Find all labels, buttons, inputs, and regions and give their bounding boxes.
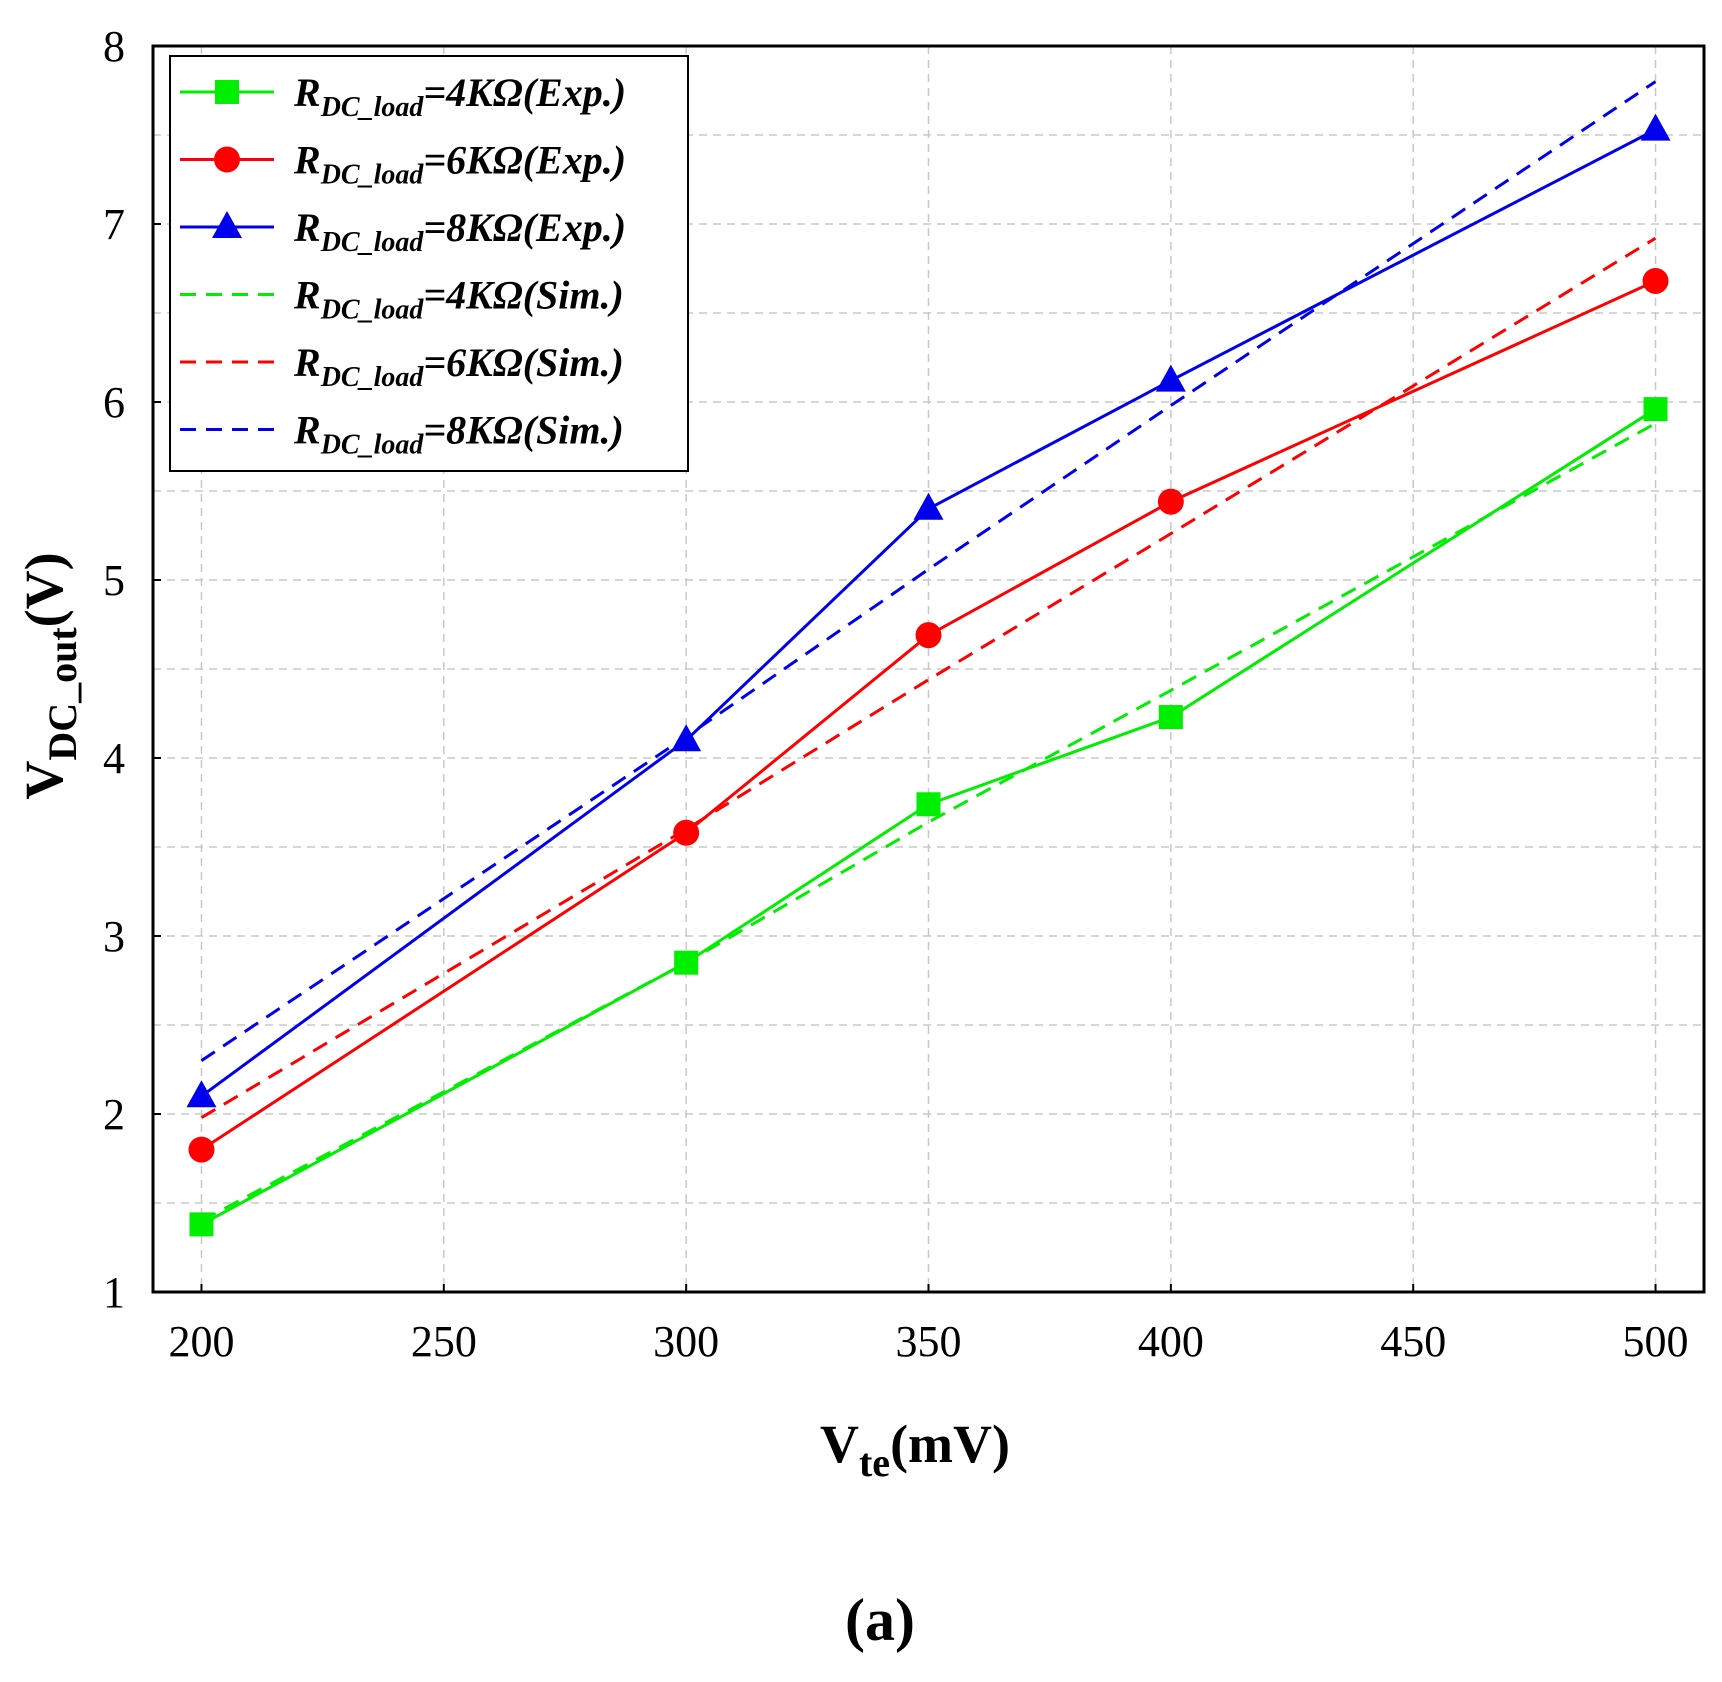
y-tick-label: 4: [103, 734, 125, 783]
legend-item: RDC_load=6KΩ(Exp.): [180, 138, 626, 191]
legend-label: RDC_load=8KΩ(Exp.): [293, 205, 626, 258]
series-2: [188, 267, 1669, 1163]
y-axis-title-sub: DC_out: [40, 627, 85, 761]
legend-item: RDC_load=4KΩ(Sim.): [180, 273, 624, 326]
y-axis-title-unit: (V): [14, 552, 74, 627]
x-axis-title-main: V: [820, 1414, 859, 1474]
legend-label: RDC_load=6KΩ(Sim.): [293, 340, 624, 393]
data-point: [1158, 705, 1183, 730]
data-point: [1157, 488, 1184, 515]
series-line: [200, 236, 1657, 1119]
plot-series: [186, 80, 1671, 1237]
x-axis-title-unit: (mV): [890, 1414, 1010, 1474]
legend-label: RDC_load=6KΩ(Exp.): [293, 138, 626, 191]
legend-label: RDC_load=4KΩ(Sim.): [293, 273, 624, 326]
legend-box: [169, 55, 689, 472]
data-point: [189, 1212, 214, 1237]
legend-item: RDC_load=4KΩ(Exp.): [180, 70, 626, 123]
data-point: [1642, 267, 1669, 294]
data-point: [1155, 364, 1186, 392]
y-tick-label: 2: [103, 1090, 125, 1139]
series-1: [189, 397, 1668, 1237]
legend-item: RDC_load=6KΩ(Sim.): [180, 340, 624, 393]
legend-marker: [214, 146, 240, 173]
y-tick-label: 5: [103, 556, 125, 605]
panel-label: (a): [845, 1587, 915, 1653]
data-point: [673, 819, 700, 846]
x-axis-title: Vte(mV): [820, 1414, 1010, 1485]
series-3: [186, 113, 1671, 1108]
y-axis-title: VDC_out(V): [14, 552, 85, 799]
x-tick-label: 350: [896, 1317, 962, 1366]
legend-marker: [215, 80, 239, 104]
x-tick-label: 400: [1138, 1317, 1204, 1366]
x-tick-label: 200: [168, 1317, 234, 1366]
axis-ticks: 200 250 300 350 400 450 500 1 2 3 4 5 6 7 8: [103, 22, 1689, 1366]
y-tick-label: 7: [103, 200, 125, 249]
legend-item: RDC_load=8KΩ(Exp.): [180, 205, 626, 258]
y-tick-label: 8: [103, 22, 125, 71]
data-point: [915, 622, 942, 649]
data-point: [916, 792, 941, 817]
x-tick-label: 500: [1623, 1317, 1689, 1366]
data-point: [188, 1136, 215, 1163]
y-tick-label: 1: [103, 1268, 125, 1317]
x-tick-label: 250: [411, 1317, 477, 1366]
data-point: [1643, 397, 1668, 422]
x-tick-label: 300: [653, 1317, 719, 1366]
y-tick-label: 3: [103, 912, 125, 961]
legend-label: RDC_load=4KΩ(Exp.): [293, 70, 626, 123]
legend-label: RDC_load=8KΩ(Sim.): [293, 408, 624, 461]
y-tick-label: 6: [103, 378, 125, 427]
x-tick-label: 450: [1380, 1317, 1446, 1366]
data-point: [1640, 113, 1671, 141]
x-axis-title-sub: te: [859, 1440, 890, 1485]
data-point: [186, 1080, 217, 1108]
legend: RDC_load=4KΩ(Exp.) RDC_load=6KΩ(Exp.) RDC_…: [169, 55, 689, 472]
legend-marker: [212, 211, 242, 238]
data-point: [671, 724, 702, 752]
data-point: [913, 492, 944, 520]
legend-item: RDC_load=8KΩ(Sim.): [180, 408, 624, 461]
data-point: [674, 950, 699, 975]
y-axis-title-main: V: [14, 761, 74, 800]
series-5: [200, 236, 1657, 1119]
